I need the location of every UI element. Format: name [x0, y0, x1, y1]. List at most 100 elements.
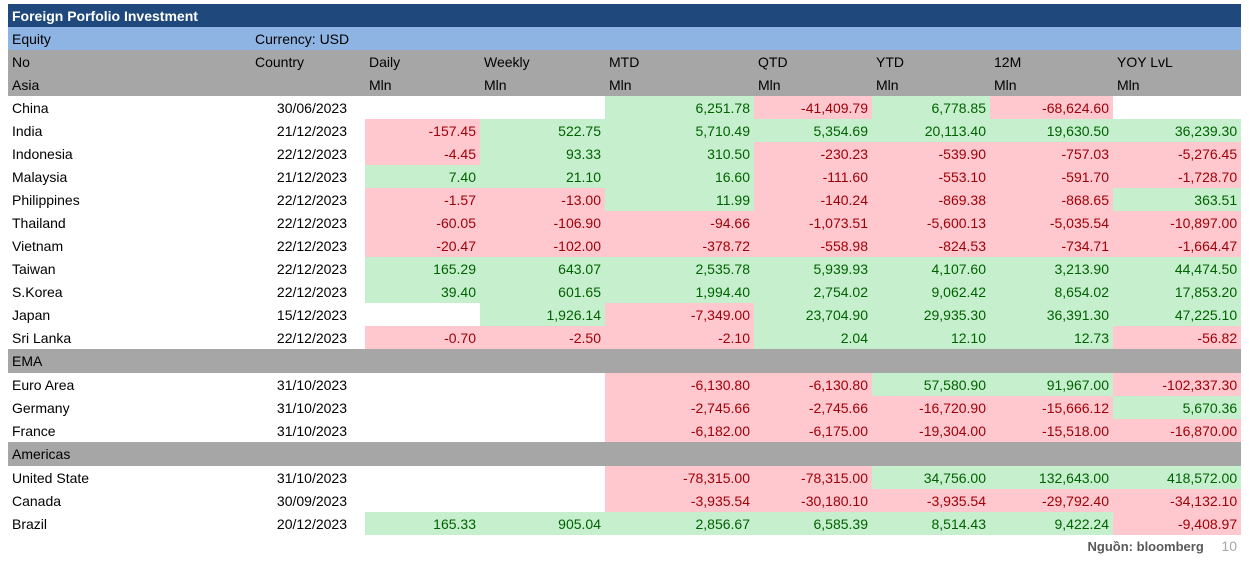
country-cell: China — [12, 99, 49, 116]
value-cell: -3,935.54 — [605, 489, 754, 512]
section-asia-label: Asia — [8, 73, 251, 96]
table-row: Philippines 22/12/2023 -1.57 -13.00 11.99 -14… — [8, 188, 1242, 211]
value-cell: -140.24 — [754, 188, 872, 211]
header-12m: 12M — [990, 50, 1113, 73]
header-row: No Country Daily Weekly MTD QTD YTD 12M … — [8, 50, 1242, 73]
value-cell: 12.73 — [990, 326, 1113, 349]
value-cell: 93.33 — [480, 142, 605, 165]
value-cell: -29,792.40 — [990, 489, 1113, 512]
header-daily: Daily — [365, 50, 480, 73]
date-cell: 22/12/2023 — [276, 283, 347, 300]
country-cell: Malaysia — [12, 168, 68, 185]
value-cell: 20,113.40 — [872, 119, 990, 142]
value-cell: 8,654.02 — [990, 280, 1113, 303]
header-qtd: QTD — [754, 50, 872, 73]
value-cell — [1113, 96, 1242, 119]
value-cell — [480, 373, 605, 396]
country-cell: Japan — [12, 306, 51, 323]
country-cell: Brazil — [12, 515, 48, 532]
fpi-table: Foreign Porfolio Investment Equity Curre… — [8, 4, 1242, 535]
table-row: Germany 31/10/2023 -2,745.66 -2,745.66 -16,7… — [8, 396, 1242, 419]
table-row: Japan 15/12/2023 1,926.14 -7,349.00 23,704.9… — [8, 303, 1242, 326]
value-cell: 6,251.78 — [605, 96, 754, 119]
value-cell: -869.38 — [872, 188, 990, 211]
date-cell: 22/12/2023 — [276, 145, 347, 162]
value-cell: -1,664.47 — [1113, 234, 1242, 257]
value-cell: 2.04 — [754, 326, 872, 349]
date-cell: 30/06/2023 — [276, 99, 347, 116]
value-cell: -9,408.97 — [1113, 512, 1242, 535]
value-cell: -0.70 — [365, 326, 480, 349]
value-cell: 34,756.00 — [872, 466, 990, 489]
country-cell: Philippines — [12, 191, 80, 208]
value-cell: 165.29 — [365, 257, 480, 280]
header-yoy: YOY LvL — [1113, 50, 1242, 73]
date-cell: 31/10/2023 — [276, 376, 347, 393]
country-cell: S.Korea — [12, 283, 63, 300]
value-cell: -3,935.54 — [872, 489, 990, 512]
country-cell: France — [12, 422, 56, 439]
value-cell: -102.00 — [480, 234, 605, 257]
units-ytd: Mln — [872, 73, 990, 96]
value-cell: -7,349.00 — [605, 303, 754, 326]
table-row: Euro Area 31/10/2023 -6,130.80 -6,130.80 57,… — [8, 373, 1242, 396]
value-cell: 418,572.00 — [1113, 466, 1242, 489]
table-row: Vietnam 22/12/2023 -20.47 -102.00 -378.72 -55… — [8, 234, 1242, 257]
value-cell: 2,535.78 — [605, 257, 754, 280]
country-cell: Indonesia — [12, 145, 73, 162]
value-cell: -1.57 — [365, 188, 480, 211]
value-cell: 11.99 — [605, 188, 754, 211]
value-cell: -16,720.90 — [872, 396, 990, 419]
value-cell: -824.53 — [872, 234, 990, 257]
table-row: Malaysia 21/12/2023 7.40 21.10 16.60 -111.60-… — [8, 165, 1242, 188]
value-cell: -1,728.70 — [1113, 165, 1242, 188]
value-cell: 47,225.10 — [1113, 303, 1242, 326]
value-cell: -2.10 — [605, 326, 754, 349]
value-cell: -2,745.66 — [754, 396, 872, 419]
value-cell: 17,853.20 — [1113, 280, 1242, 303]
value-cell: -68,624.60 — [990, 96, 1113, 119]
date-cell: 22/12/2023 — [276, 329, 347, 346]
country-cell: Canada — [12, 492, 62, 509]
value-cell: -13.00 — [480, 188, 605, 211]
value-cell: 7.40 — [365, 165, 480, 188]
value-cell: -734.71 — [990, 234, 1113, 257]
table-row: Thailand 22/12/2023 -60.05 -106.90 -94.66 -1,… — [8, 211, 1242, 234]
value-cell: -553.10 — [872, 165, 990, 188]
table-row: Canada 30/09/2023 -3,935.54 -30,180.10 -3,93… — [8, 489, 1242, 512]
value-cell: -78,315.00 — [605, 466, 754, 489]
value-cell: 39.40 — [365, 280, 480, 303]
value-cell: -20.47 — [365, 234, 480, 257]
asset-class-label: Equity — [8, 27, 251, 50]
section-label: Americas — [8, 442, 1242, 466]
value-cell: 9,422.24 — [990, 512, 1113, 535]
header-weekly: Weekly — [480, 50, 605, 73]
source-note: Nguồn: bloomberg — [1087, 539, 1204, 554]
value-cell: -10,897.00 — [1113, 211, 1242, 234]
country-cell: Thailand — [12, 214, 66, 231]
value-cell: -111.60 — [754, 165, 872, 188]
value-cell: -539.90 — [872, 142, 990, 165]
value-cell: 643.07 — [480, 257, 605, 280]
footer: Nguồn: bloomberg 10 — [1088, 538, 1237, 554]
date-cell: 30/09/2023 — [276, 492, 347, 509]
units-row: Asia Mln Mln Mln Mln Mln Mln Mln — [8, 73, 1242, 96]
value-cell: -94.66 — [605, 211, 754, 234]
country-cell: Taiwan — [12, 260, 56, 277]
value-cell: -6,175.00 — [754, 419, 872, 442]
value-cell: 2,754.02 — [754, 280, 872, 303]
value-cell: -2,745.66 — [605, 396, 754, 419]
value-cell — [365, 373, 480, 396]
units-mtd: Mln — [605, 73, 754, 96]
country-cell: India — [12, 122, 43, 139]
value-cell: -41,409.79 — [754, 96, 872, 119]
value-cell: -6,182.00 — [605, 419, 754, 442]
value-cell: -106.90 — [480, 211, 605, 234]
date-cell: 21/12/2023 — [276, 122, 347, 139]
country-cell: Euro Area — [12, 376, 75, 393]
page-number: 10 — [1221, 538, 1237, 554]
value-cell: 19,630.50 — [990, 119, 1113, 142]
value-cell: -60.05 — [365, 211, 480, 234]
value-cell — [480, 96, 605, 119]
section-row: Americas — [8, 442, 1242, 466]
